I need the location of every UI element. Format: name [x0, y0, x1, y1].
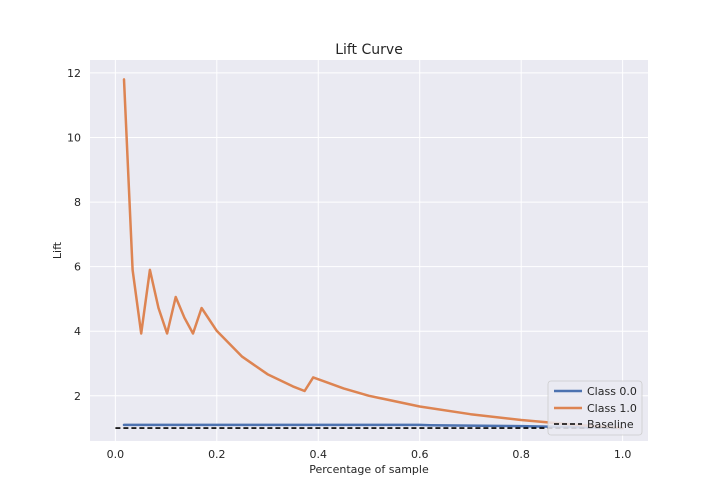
legend-label-class-1: Class 1.0 — [587, 402, 637, 415]
tick-labels: 0.0 0.2 0.4 0.6 0.8 1.0 2 4 6 8 10 12 — [67, 67, 631, 461]
legend-label-class-0: Class 0.0 — [587, 385, 637, 398]
series-line-1 — [122, 78, 624, 430]
y-tick-label: 2 — [74, 390, 81, 403]
x-tick-label: 0.6 — [411, 448, 429, 461]
y-tick-label: 10 — [67, 131, 81, 144]
x-tick-label: 0.0 — [107, 448, 125, 461]
series-line-0 — [122, 423, 624, 430]
x-tick-label: 1.0 — [614, 448, 632, 461]
legend-label-baseline: Baseline — [587, 418, 634, 431]
y-tick-label: 12 — [67, 67, 81, 80]
grid — [90, 60, 648, 441]
x-axis-label: Percentage of sample — [309, 463, 429, 476]
y-tick-label: 4 — [74, 325, 81, 338]
y-axis-label: Lift — [51, 241, 64, 259]
plot-area-background — [90, 60, 648, 441]
chart-title: Lift Curve — [335, 42, 403, 58]
x-tick-label: 0.2 — [208, 448, 226, 461]
x-tick-label: 0.8 — [512, 448, 530, 461]
series-layer — [115, 78, 624, 430]
x-tick-label: 0.4 — [310, 448, 328, 461]
y-tick-label: 8 — [74, 196, 81, 209]
legend-box — [547, 380, 643, 436]
legend: Class 0.0 Class 1.0 Baseline — [547, 380, 643, 436]
y-tick-label: 6 — [74, 261, 81, 274]
